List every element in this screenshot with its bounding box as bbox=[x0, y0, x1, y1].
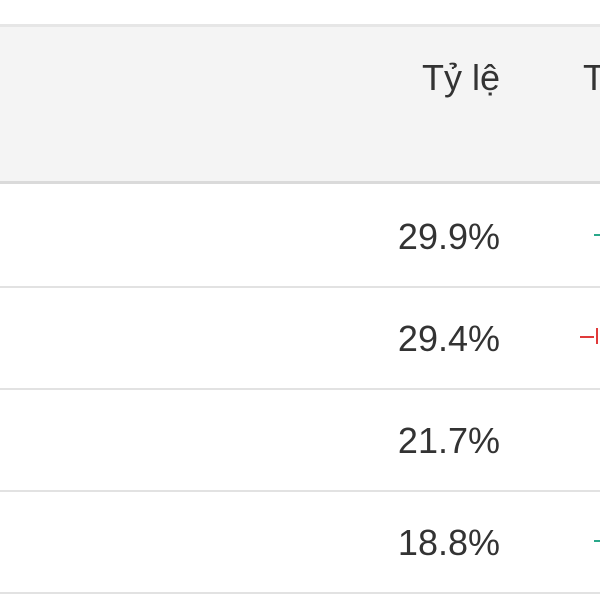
column-header-next[interactable]: T bbox=[583, 57, 600, 98]
table-row[interactable]: 29.4% bbox=[0, 288, 600, 390]
trend-mark bbox=[594, 540, 600, 542]
trend-up-icon bbox=[580, 520, 600, 560]
rate-value: 21.7% bbox=[397, 420, 500, 461]
column-header-rate[interactable]: Tỷ lệ bbox=[421, 57, 500, 98]
trend-down-icon bbox=[580, 316, 600, 356]
trend-mark bbox=[594, 234, 600, 236]
trend-up-icon bbox=[580, 214, 600, 254]
rate-value: 29.4% bbox=[397, 318, 500, 359]
table-header: Tỷ lệ T bbox=[0, 24, 600, 184]
trend-mark bbox=[580, 328, 598, 344]
rate-value: 29.9% bbox=[397, 216, 500, 257]
rate-value: 18.8% bbox=[397, 522, 500, 563]
table-row[interactable]: 21.7% bbox=[0, 390, 600, 492]
table-row[interactable]: 29.9% bbox=[0, 186, 600, 288]
table-row[interactable]: 18.8% bbox=[0, 492, 600, 594]
